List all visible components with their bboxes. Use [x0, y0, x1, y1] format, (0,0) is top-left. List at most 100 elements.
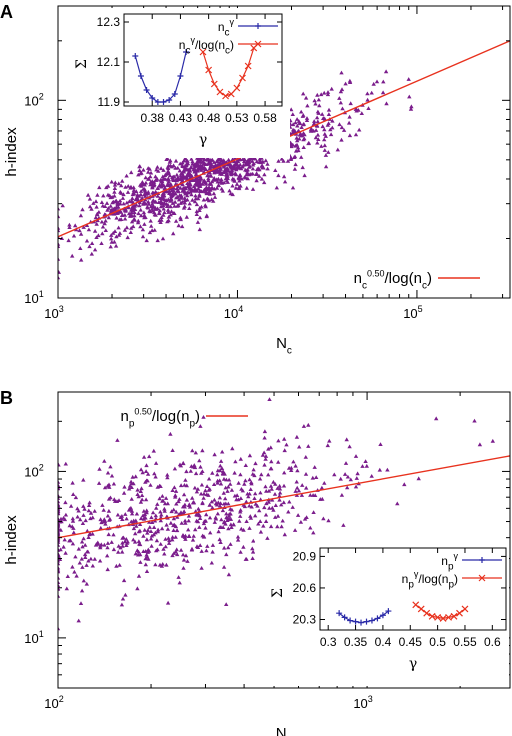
scatter-point [116, 225, 121, 230]
scatter-point [306, 141, 312, 145]
scatter-point [293, 489, 298, 493]
scatter-point [58, 522, 61, 526]
scatter-point [111, 199, 116, 204]
inset-marker [132, 53, 139, 59]
scatter-point [140, 227, 146, 232]
scatter-point [111, 207, 117, 212]
scatter-point [227, 188, 232, 193]
inset-marker [434, 613, 442, 621]
scatter-point [203, 167, 208, 172]
scatter-point [300, 114, 305, 118]
scatter-point [302, 173, 307, 178]
scatter-point [299, 109, 304, 114]
scatter-point [58, 206, 61, 211]
panel-letter: A [0, 2, 13, 22]
scatter-point [181, 492, 187, 497]
scatter-point [119, 602, 125, 607]
scatter-point [213, 501, 219, 506]
scatter-point [173, 535, 178, 539]
scatter-point [312, 465, 317, 469]
scatter-point [81, 225, 86, 229]
scatter-point [116, 181, 121, 186]
scatter-point [121, 490, 127, 495]
scatter-point [218, 481, 224, 486]
scatter-point [320, 124, 325, 129]
scatter-point [306, 422, 311, 427]
scatter-point [326, 107, 332, 112]
scatter-point [86, 558, 91, 563]
scatter-point [180, 163, 185, 168]
scatter-point [146, 199, 151, 204]
inset-marker [358, 619, 365, 626]
scatter-point [161, 168, 166, 172]
scatter-point [58, 626, 61, 631]
scatter-point [92, 228, 98, 233]
scatter-point [319, 485, 325, 490]
scatter-point [101, 508, 106, 512]
panel-a: A 103 104 105 101 102 Nc h-index nc0.50/log(nc) 0… [0, 2, 511, 356]
scatter-point [354, 476, 359, 480]
scatter-point [337, 122, 342, 127]
scatter-point [155, 527, 161, 532]
scatter-point [170, 537, 175, 542]
scatter-point [116, 544, 121, 548]
scatter-point [190, 495, 195, 500]
scatter-point [242, 481, 247, 486]
scatter-point [125, 235, 130, 240]
scatter-point [165, 527, 171, 531]
scatter-point [180, 224, 185, 229]
inset-background [255, 540, 509, 686]
scatter-point [217, 525, 223, 529]
inset-x-tick-label: 0.38 [141, 111, 165, 125]
scatter-point [96, 233, 101, 238]
scatter-point [128, 185, 133, 190]
scatter-point [99, 200, 105, 204]
scatter-point [180, 182, 185, 187]
scatter-point [233, 459, 238, 464]
scatter-point [186, 170, 191, 174]
scatter-point [230, 171, 235, 176]
scatter-point [360, 464, 365, 468]
scatter-point [102, 459, 107, 463]
scatter-point [209, 560, 214, 565]
scatter-point [102, 212, 107, 217]
scatter-point [104, 553, 110, 558]
scatter-point [223, 496, 228, 501]
scatter-point [275, 524, 280, 529]
scatter-point [181, 533, 186, 538]
scatter-point [176, 176, 181, 180]
scatter-point [196, 174, 201, 179]
scatter-point [178, 186, 183, 190]
scatter-point [339, 137, 344, 142]
scatter-point [337, 96, 342, 100]
scatter-point [472, 418, 477, 423]
scatter-point [408, 106, 414, 111]
scatter-point [139, 195, 145, 200]
scatter-point [122, 216, 128, 221]
inset-marker [222, 92, 229, 100]
scatter-point [58, 539, 61, 544]
scatter-point [199, 164, 205, 168]
scatter-point [353, 132, 359, 137]
scatter-point [102, 519, 107, 524]
scatter-point [238, 183, 243, 188]
scatter-point [281, 500, 286, 505]
scatter-point [165, 472, 170, 477]
scatter-point [285, 158, 291, 163]
scatter-point [166, 171, 171, 176]
scatter-point [216, 500, 221, 505]
inset-y-tick-label: 20.6 [293, 581, 317, 595]
scatter-point [172, 485, 177, 490]
scatter-point [82, 552, 88, 557]
scatter-point [58, 557, 63, 561]
scatter-point [197, 458, 202, 463]
scatter-point [339, 70, 344, 75]
scatter-point [171, 190, 176, 195]
scatter-point [234, 166, 239, 171]
scatter-point [177, 580, 182, 585]
scatter-point [162, 551, 167, 556]
scatter-point [138, 213, 144, 218]
scatter-point [301, 137, 306, 142]
scatter-point [385, 467, 390, 472]
inset-marker [456, 609, 463, 617]
